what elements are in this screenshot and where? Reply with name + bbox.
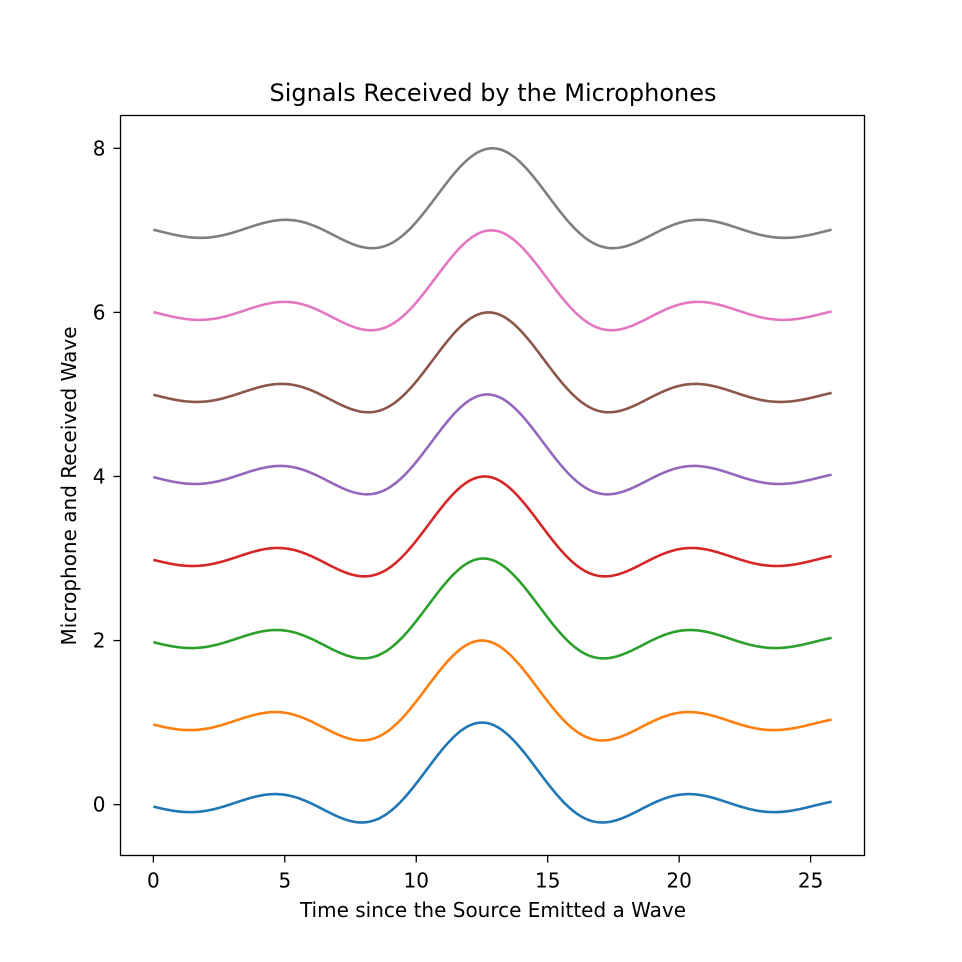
series-line-1 [153, 639, 832, 742]
series-line-4 [153, 393, 832, 496]
x-tick-label: 10 [404, 869, 429, 893]
axes-frame [119, 114, 866, 857]
series-line-0 [153, 721, 832, 824]
plot-area [153, 147, 832, 824]
ticks: 0 5 10 15 20 25 0 2 4 6 8 [93, 136, 824, 892]
series-line-7 [153, 147, 832, 250]
y-tick-label: 4 [93, 464, 106, 488]
x-tick-label: 5 [278, 869, 291, 893]
series-line-2 [153, 557, 832, 660]
y-tick-label: 8 [93, 136, 106, 160]
chart-title: Signals Received by the Microphones [270, 79, 717, 107]
series-line-5 [153, 311, 832, 414]
y-tick-label: 0 [93, 793, 106, 817]
y-tick-label: 2 [93, 629, 106, 653]
x-tick-label: 0 [147, 869, 160, 893]
series-line-6 [153, 229, 832, 332]
x-tick-label: 25 [798, 869, 823, 893]
y-axis-label: Microphone and Received Wave [57, 326, 81, 645]
x-tick-label: 20 [666, 869, 691, 893]
x-axis-label: Time since the Source Emitted a Wave [299, 898, 686, 922]
x-tick-label: 15 [535, 869, 560, 893]
y-tick-label: 6 [93, 300, 106, 324]
series-line-3 [153, 475, 832, 578]
